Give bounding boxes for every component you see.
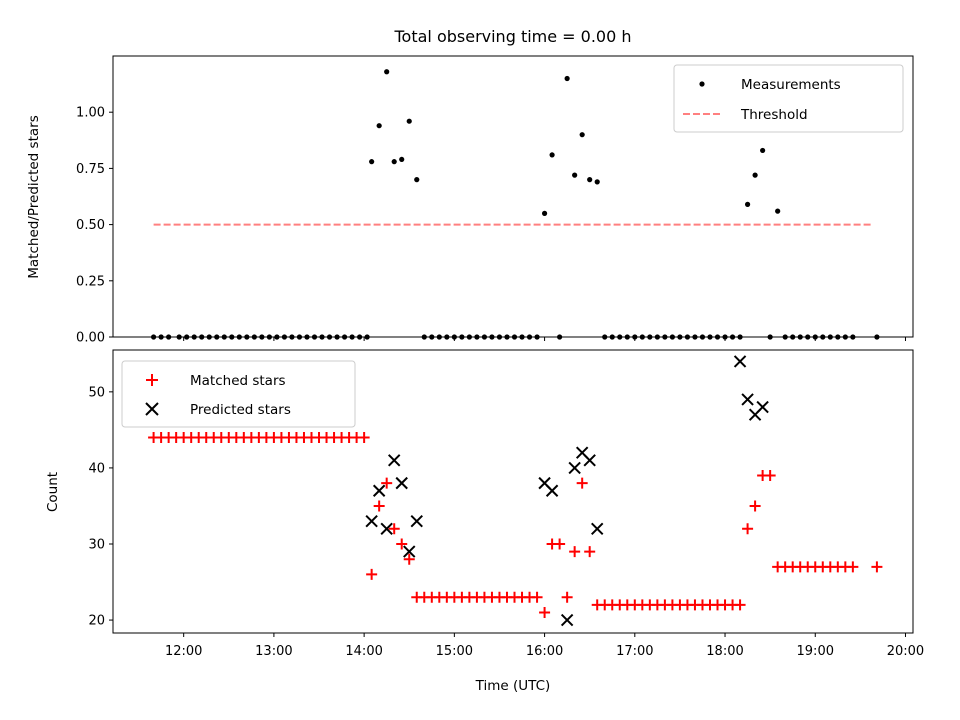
predicted-stars-point: [372, 484, 386, 497]
top-x-axis: [183, 337, 906, 341]
x-tick-label: 17:00: [616, 644, 653, 659]
matched-stars-point: [871, 561, 883, 573]
bottom-legend: Matched stars Predicted stars: [121, 360, 356, 428]
predicted-stars-point: [591, 522, 604, 535]
legend-matched-stars-marker: [146, 374, 158, 386]
top-y-axis-label: Matched/Predicted stars: [26, 115, 42, 278]
y-tick-label: 30: [88, 537, 105, 552]
x-tick-label: 14:00: [345, 644, 382, 659]
legend-threshold-label: Threshold: [740, 107, 808, 123]
legend-predicted-stars-marker: [145, 402, 159, 416]
predicted-stars-point: [741, 393, 754, 406]
predicted-stars-point: [756, 400, 769, 414]
measurements-point: [549, 152, 555, 158]
measurements-point: [572, 172, 578, 178]
measurements-point: [744, 201, 751, 207]
matched-stars-point: [764, 470, 776, 482]
measurements-point: [587, 177, 593, 183]
matched-stars-point: [388, 523, 400, 535]
y-tick-label: 0.75: [76, 162, 105, 177]
figure-title: Total observing time = 0.00 h: [393, 27, 631, 46]
y-tick-label: 40: [88, 461, 105, 476]
predicted-stars-point: [410, 514, 423, 528]
predicted-stars-point: [560, 613, 574, 627]
matched-stars-point: [358, 431, 370, 443]
bottom-legend-frame: [121, 360, 356, 428]
predicted-stars-point: [403, 545, 416, 558]
legend-measurements-marker: [699, 81, 705, 87]
top-panel: 0.00 0.25 0.50 0.75 1.00 Matched/Predicted s…: [26, 55, 914, 346]
top-y-axis: 0.00 0.25 0.50 0.75 1.00: [76, 106, 113, 346]
predicted-stars-point: [583, 454, 596, 467]
y-tick-label: 0.00: [76, 331, 105, 346]
bottom-y-axis: 20 30 40 50: [88, 385, 113, 629]
x-tick-label: 15:00: [436, 644, 473, 659]
bottom-plot-area: [148, 355, 883, 627]
legend-matched-stars-label: Matched stars: [190, 373, 286, 389]
legend-predicted-stars-label: Predicted stars: [190, 402, 291, 418]
x-tick-label: 19:00: [797, 644, 834, 659]
legend-measurements-label: Measurements: [741, 77, 841, 93]
measurements-point: [564, 75, 570, 82]
matched-stars-point: [531, 591, 543, 603]
matched-stars-point: [847, 561, 859, 573]
matched-stars-point: [403, 553, 415, 565]
measurements-point: [399, 156, 405, 163]
predicted-stars-point: [733, 355, 747, 368]
measurements-point: [391, 159, 397, 165]
x-tick-label: 12:00: [165, 644, 202, 659]
predicted-stars-point: [365, 514, 378, 528]
matched-stars-point: [554, 538, 566, 550]
matched-stars-point: [366, 568, 378, 580]
predicted-stars-point: [568, 461, 581, 475]
measurements-point: [775, 208, 781, 214]
y-tick-label: 50: [88, 385, 105, 400]
matched-stars-point: [539, 606, 551, 618]
top-axes-frame: [112, 55, 914, 338]
matched-stars-point: [584, 546, 596, 558]
measurements-point: [594, 179, 600, 185]
matched-stars-point: [749, 500, 761, 512]
measurements-point: [384, 69, 390, 75]
bottom-axes-frame: [112, 349, 914, 634]
measurements-point: [414, 177, 420, 183]
matched-stars-point: [561, 591, 573, 603]
x-tick-label: 16:00: [526, 644, 563, 659]
matched-stars-point: [576, 477, 588, 489]
x-tick-label: 13:00: [255, 644, 292, 659]
measurements-point: [752, 172, 758, 178]
matched-stars-point: [373, 500, 385, 512]
measurements-point: [376, 123, 382, 129]
bottom-x-axis: 12:00 13:00 14:00 15:00 16:00 17:00 18:00 19:00…: [165, 633, 924, 659]
predicted-stars-point: [395, 476, 408, 490]
top-legend-frame: [673, 64, 904, 133]
x-tick-label: 18:00: [706, 644, 743, 659]
predicted-stars-point: [387, 454, 401, 467]
bottom-y-axis-label: Count: [45, 472, 61, 512]
measurements-point: [369, 159, 375, 165]
matched-stars-point: [569, 546, 581, 558]
matched-stars-point: [742, 523, 754, 535]
measurements-point: [760, 147, 766, 154]
matched-stars-point: [734, 599, 746, 611]
x-tick-label: 20:00: [887, 644, 924, 659]
measurements-point: [541, 210, 548, 216]
y-tick-label: 0.50: [76, 218, 105, 233]
predicted-stars-point: [380, 522, 393, 535]
predicted-stars-point: [545, 484, 559, 497]
top-legend: Measurements Threshold: [673, 64, 904, 133]
bottom-x-axis-label: Time (UTC): [475, 678, 551, 694]
y-tick-label: 0.25: [76, 274, 105, 289]
measurements-point: [406, 118, 412, 124]
measurements-point: [579, 132, 585, 138]
matched-stars-point: [396, 538, 408, 550]
y-tick-label: 20: [88, 614, 105, 629]
matched-stars-point: [381, 477, 393, 489]
y-tick-label: 1.00: [76, 106, 105, 121]
